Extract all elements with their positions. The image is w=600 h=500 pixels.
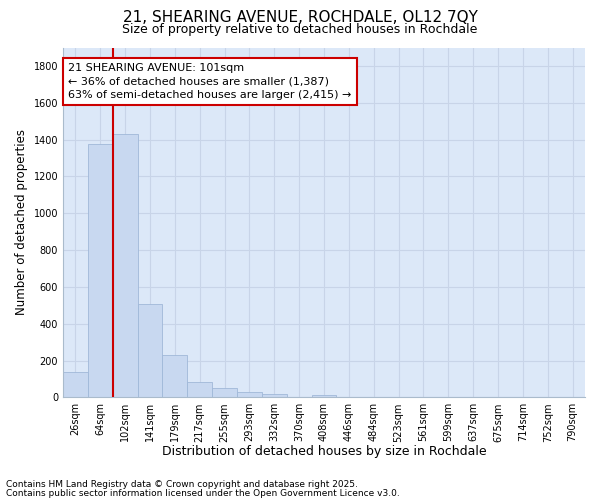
Bar [237, 392, 262, 398]
Bar [311, 395, 337, 398]
Bar [137, 304, 163, 398]
Bar [163, 355, 187, 398]
Bar [113, 134, 137, 398]
Y-axis label: Number of detached properties: Number of detached properties [15, 130, 28, 316]
Bar [187, 382, 212, 398]
Text: Contains public sector information licensed under the Open Government Licence v3: Contains public sector information licen… [6, 488, 400, 498]
Text: Contains HM Land Registry data © Crown copyright and database right 2025.: Contains HM Land Registry data © Crown c… [6, 480, 358, 489]
Bar [88, 144, 113, 398]
Bar [262, 394, 287, 398]
X-axis label: Distribution of detached houses by size in Rochdale: Distribution of detached houses by size … [162, 444, 487, 458]
Bar [212, 388, 237, 398]
Bar [63, 372, 88, 398]
Text: 21, SHEARING AVENUE, ROCHDALE, OL12 7QY: 21, SHEARING AVENUE, ROCHDALE, OL12 7QY [122, 10, 478, 25]
Text: Size of property relative to detached houses in Rochdale: Size of property relative to detached ho… [122, 22, 478, 36]
Text: 21 SHEARING AVENUE: 101sqm
← 36% of detached houses are smaller (1,387)
63% of s: 21 SHEARING AVENUE: 101sqm ← 36% of deta… [68, 63, 352, 100]
